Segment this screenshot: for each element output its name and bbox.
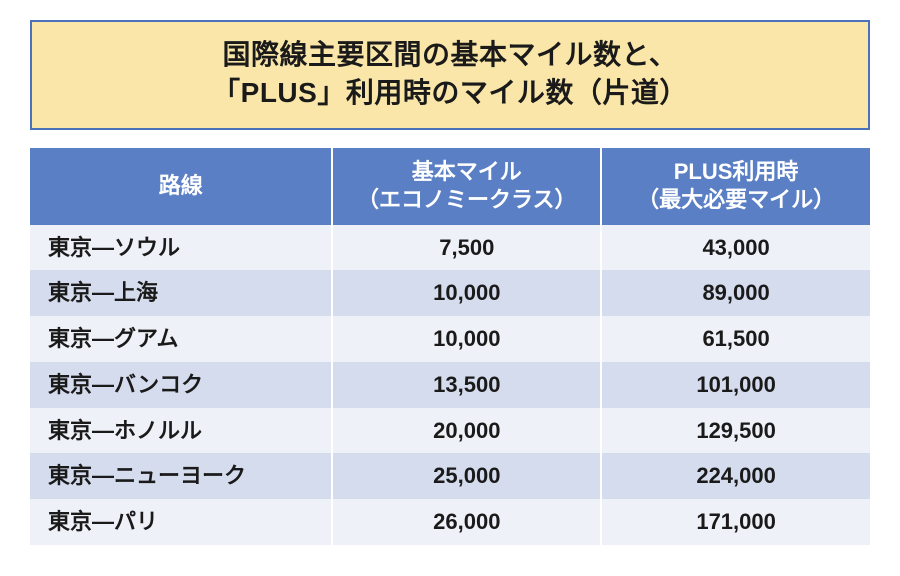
col-header-plus: PLUS利用時 （最大必要マイル） — [601, 148, 870, 225]
cell-base: 26,000 — [332, 499, 601, 545]
cell-base: 7,500 — [332, 225, 601, 271]
cell-plus: 61,500 — [601, 316, 870, 362]
col-header-sublabel: （エコノミークラス） — [357, 187, 577, 212]
cell-route: 東京―ソウル — [30, 225, 332, 271]
cell-route: 東京―パリ — [30, 499, 332, 545]
table-row: 東京―ソウル 7,500 43,000 — [30, 225, 870, 271]
title-banner: 国際線主要区間の基本マイル数と、 「PLUS」利用時のマイル数（片道） — [30, 20, 870, 130]
col-header-sublabel: （最大必要マイル） — [637, 187, 835, 212]
cell-route: 東京―グアム — [30, 316, 332, 362]
cell-route: 東京―バンコク — [30, 362, 332, 408]
title-line-2: 「PLUS」利用時のマイル数（片道） — [42, 74, 858, 112]
cell-route: 東京―ニューヨーク — [30, 453, 332, 499]
col-header-base: 基本マイル （エコノミークラス） — [332, 148, 601, 225]
col-header-route: 路線 — [30, 148, 332, 225]
table-row: 東京―ニューヨーク 25,000 224,000 — [30, 453, 870, 499]
cell-base: 25,000 — [332, 453, 601, 499]
table-row: 東京―パリ 26,000 171,000 — [30, 499, 870, 545]
table-row: 東京―ホノルル 20,000 129,500 — [30, 408, 870, 454]
title-line-1: 国際線主要区間の基本マイル数と、 — [42, 36, 858, 74]
cell-route: 東京―上海 — [30, 270, 332, 316]
cell-base: 20,000 — [332, 408, 601, 454]
cell-plus: 43,000 — [601, 225, 870, 271]
col-header-label: PLUS利用時 — [674, 159, 799, 184]
table-body: 東京―ソウル 7,500 43,000 東京―上海 10,000 89,000 … — [30, 225, 870, 545]
col-header-label: 基本マイル — [412, 159, 522, 184]
cell-plus: 171,000 — [601, 499, 870, 545]
cell-plus: 224,000 — [601, 453, 870, 499]
cell-plus: 89,000 — [601, 270, 870, 316]
table-row: 東京―グアム 10,000 61,500 — [30, 316, 870, 362]
cell-base: 10,000 — [332, 316, 601, 362]
cell-base: 10,000 — [332, 270, 601, 316]
cell-plus: 101,000 — [601, 362, 870, 408]
table-row: 東京―上海 10,000 89,000 — [30, 270, 870, 316]
cell-route: 東京―ホノルル — [30, 408, 332, 454]
table-row: 東京―バンコク 13,500 101,000 — [30, 362, 870, 408]
col-header-label: 路線 — [159, 173, 203, 198]
cell-base: 13,500 — [332, 362, 601, 408]
table-header-row: 路線 基本マイル （エコノミークラス） PLUS利用時 （最大必要マイル） — [30, 148, 870, 225]
miles-table: 路線 基本マイル （エコノミークラス） PLUS利用時 （最大必要マイル） 東京… — [30, 148, 870, 545]
cell-plus: 129,500 — [601, 408, 870, 454]
